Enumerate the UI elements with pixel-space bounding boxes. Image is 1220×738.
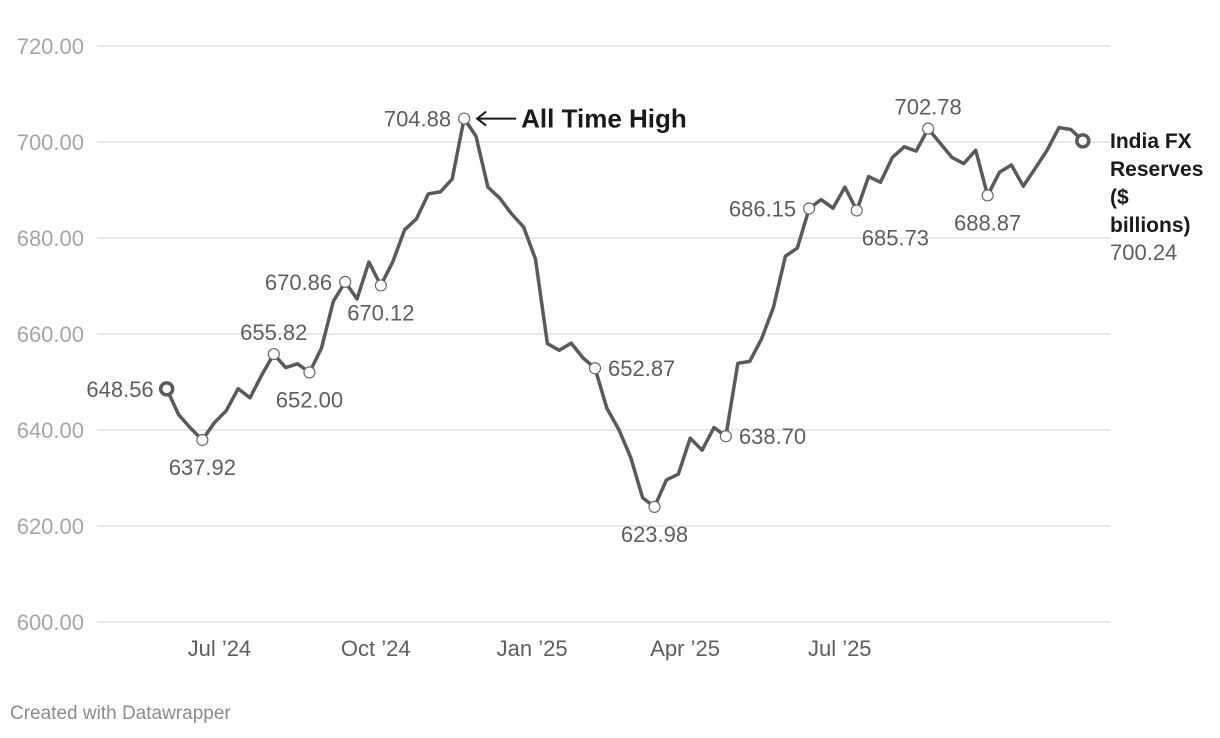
series-name-line: Reserves [1110, 158, 1203, 181]
point-marker [803, 202, 816, 215]
y-tick-label: 640.00 [17, 418, 84, 443]
data-label: 637.92 [169, 455, 236, 480]
data-label: 623.98 [621, 522, 688, 547]
grid-lines [97, 45, 1110, 623]
data-label: 686.15 [729, 196, 796, 221]
series-line [164, 116, 1085, 509]
series-name-line: billions) [1110, 214, 1191, 237]
data-label: 685.73 [862, 225, 929, 250]
y-tick-label: 680.00 [17, 226, 84, 251]
footer-credit: Created with Datawrapper [10, 703, 231, 724]
y-tick-label: 700.00 [17, 130, 84, 155]
series-name-line: ($ [1110, 186, 1129, 209]
x-tick-label: Jul ’24 [188, 636, 252, 661]
series-name-line: India FX [1110, 130, 1192, 153]
y-tick-label: 620.00 [17, 514, 84, 539]
x-tick-label: Jan ’25 [497, 636, 568, 661]
data-label: 638.70 [739, 424, 806, 449]
annotation-arrow-head [475, 110, 487, 127]
y-tick-label: 660.00 [17, 322, 84, 347]
annotation-text: All Time High [521, 104, 687, 134]
data-label: 688.87 [954, 210, 1021, 235]
data-labels: 648.56 637.92 655.82 652.00 670.86 670.12 704.… [86, 95, 1021, 547]
data-label: 648.56 [86, 377, 153, 402]
y-tick-label: 720.00 [17, 34, 84, 59]
annotations: All Time High [475, 104, 687, 134]
x-tick-label: Apr ’25 [650, 636, 720, 661]
data-label: 702.78 [894, 95, 961, 120]
data-label: 670.86 [265, 270, 332, 295]
point-marker [458, 112, 471, 125]
point-marker [267, 347, 280, 361]
data-label: 652.87 [608, 356, 675, 381]
point-marker [850, 204, 863, 217]
series-start-marker [158, 381, 175, 397]
x-tick-label: Oct ’24 [341, 636, 411, 661]
x-axis: Jul ’24 Oct ’24 Jan ’25 Apr ’25 Jul ’25 [188, 636, 872, 661]
series-end-marker [1075, 133, 1091, 149]
x-tick-label: Jul ’25 [808, 636, 872, 661]
data-label: 655.82 [240, 320, 307, 345]
point-marker [374, 279, 387, 292]
series-last-value: 700.24 [1110, 240, 1177, 265]
point-marker [719, 430, 732, 443]
point-marker [196, 433, 209, 447]
y-tick-label: 600.00 [17, 610, 84, 635]
data-label: 652.00 [276, 387, 343, 412]
point-marker [981, 189, 994, 202]
data-label: 670.12 [347, 300, 414, 325]
series-name-label: India FX Reserves ($ billions) [1110, 130, 1203, 237]
y-axis: 600.00 620.00 640.00 660.00 680.00 700.00 720.… [17, 34, 84, 635]
series-end-label: India FX Reserves ($ billions) 700.24 [1110, 130, 1203, 265]
point-marker [922, 122, 935, 135]
series-group [164, 116, 1091, 509]
data-label: 704.88 [384, 107, 451, 132]
point-marker [339, 275, 352, 288]
point-marker [588, 362, 602, 375]
point-marker [648, 500, 661, 513]
point-marker [303, 366, 316, 379]
